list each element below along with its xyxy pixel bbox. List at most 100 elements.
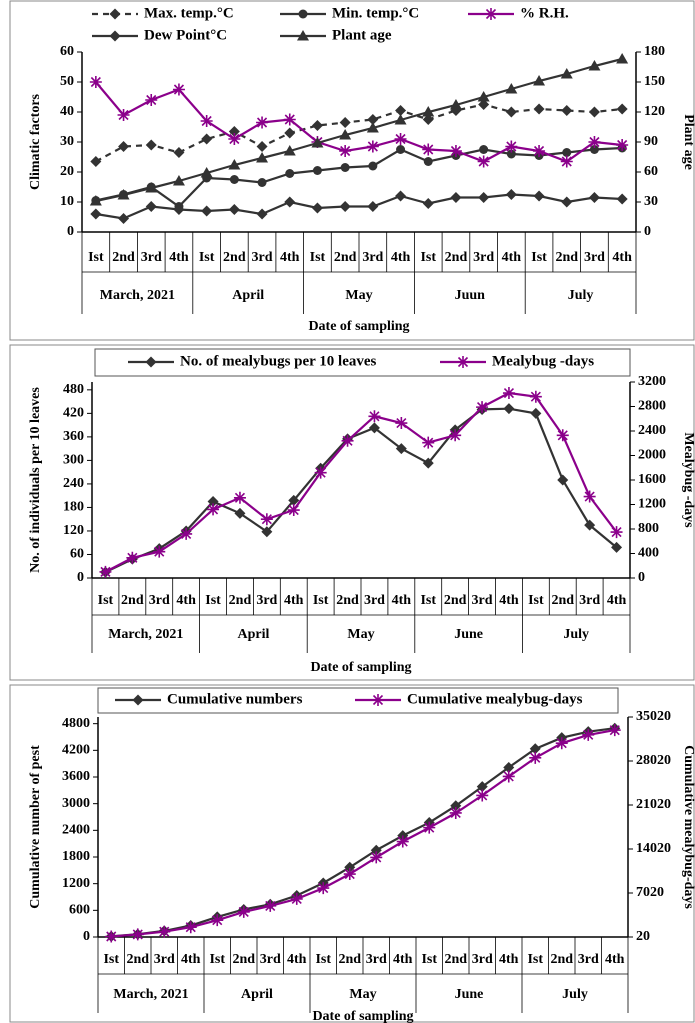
data-point [505,106,517,118]
x-tick-label: Ist [420,593,436,608]
y-tick-label: 180 [63,500,84,515]
x-tick-label: 4th [176,593,196,608]
y2-tick-label: 120 [644,104,665,119]
y-tick-label: 30 [60,134,74,149]
data-point [477,91,490,102]
data-point [422,457,434,469]
y2-tick-label: 28020 [636,753,671,768]
data-point [105,930,118,943]
x-tick-label: 4th [612,250,632,265]
data-point [339,117,351,128]
data-point [395,105,407,116]
data-point [476,401,489,414]
data-point [368,410,381,423]
data-point [201,133,213,145]
x-tick-label: 4th [392,593,412,608]
x-tick-label: 2nd [232,952,255,967]
data-point [422,436,435,449]
legend-label: Min. temp.°C [332,5,419,21]
y2-tick-label: 400 [638,546,659,561]
x-tick-label: 3rd [141,250,162,265]
data-point [314,466,327,479]
data-point [153,545,166,558]
data-point [503,761,515,773]
data-point [477,155,490,168]
x-tick-label: Ist [527,952,543,967]
data-point [207,503,220,516]
group-label: July [568,288,594,303]
x-tick-label: 4th [284,593,304,608]
x-tick-label: Ist [310,250,326,265]
panel-border [9,684,695,1023]
y-tick-label: 0 [77,570,84,585]
x-tick-label: 4th [181,952,201,967]
legend-marker [297,30,309,41]
x-tick-label: 3rd [579,593,600,608]
y2-tick-label: 21020 [636,797,671,812]
data-point [90,156,102,167]
data-point [145,139,157,151]
data-point [506,149,516,159]
data-point [339,145,352,157]
y-tick-label: 4200 [62,743,90,758]
data-point [233,491,246,504]
group-label: April [241,987,273,1002]
group-label: April [237,627,269,642]
series-line [111,727,615,938]
data-point [145,182,158,193]
x-tick-label: 2nd [551,593,574,608]
series-line [95,57,623,203]
data-point [228,133,241,145]
data-point [560,155,573,168]
data-point [505,140,518,153]
data-point [502,387,515,400]
y2-axis-title: Cumulative mealybug-days [681,745,695,909]
x-tick-label: Ist [528,593,544,608]
x-tick-label: 2nd [112,250,135,265]
data-point [588,60,601,71]
x-axis-title: Date of sampling [310,660,411,675]
data-point [126,551,139,564]
data-point [533,75,546,86]
data-point [529,751,542,764]
x-tick-label: 2nd [229,593,252,608]
data-point [284,196,296,208]
data-point [394,133,407,145]
y-tick-label: 120 [63,523,84,538]
data-point [505,83,518,94]
data-point [339,129,352,140]
x-tick-label: 2nd [338,952,361,967]
data-point [173,147,185,158]
data-point [228,126,240,137]
group-label: March, 2021 [100,288,175,303]
y-axis-title: Climatic factors [28,93,43,190]
y2-tick-label: 35020 [636,709,671,724]
data-point [341,434,354,447]
data-point [533,145,546,157]
data-point [616,193,628,205]
data-point [117,189,130,200]
x-tick-label: 4th [499,952,519,967]
y2-tick-label: 3200 [638,374,666,389]
data-point [610,526,623,539]
data-point [557,474,569,486]
y-tick-label: 1200 [62,876,90,891]
x-tick-label: 2nd [334,250,357,265]
legend-box [94,348,631,377]
legend-marker [132,694,144,706]
y-tick-label: 3000 [62,796,90,811]
group-label: June [455,987,484,1002]
data-point [311,120,323,131]
data-point [99,565,112,578]
data-point [449,429,462,442]
legend-label: Cumulative numbers [167,691,303,707]
data-point [145,201,157,212]
data-point [344,861,356,873]
data-point [285,169,295,178]
x-tick-label: 4th [502,250,522,265]
data-point [588,136,601,148]
legend-label: Dew Point°C [144,27,227,43]
data-point [505,189,517,200]
x-tick-label: 3rd [472,952,493,967]
